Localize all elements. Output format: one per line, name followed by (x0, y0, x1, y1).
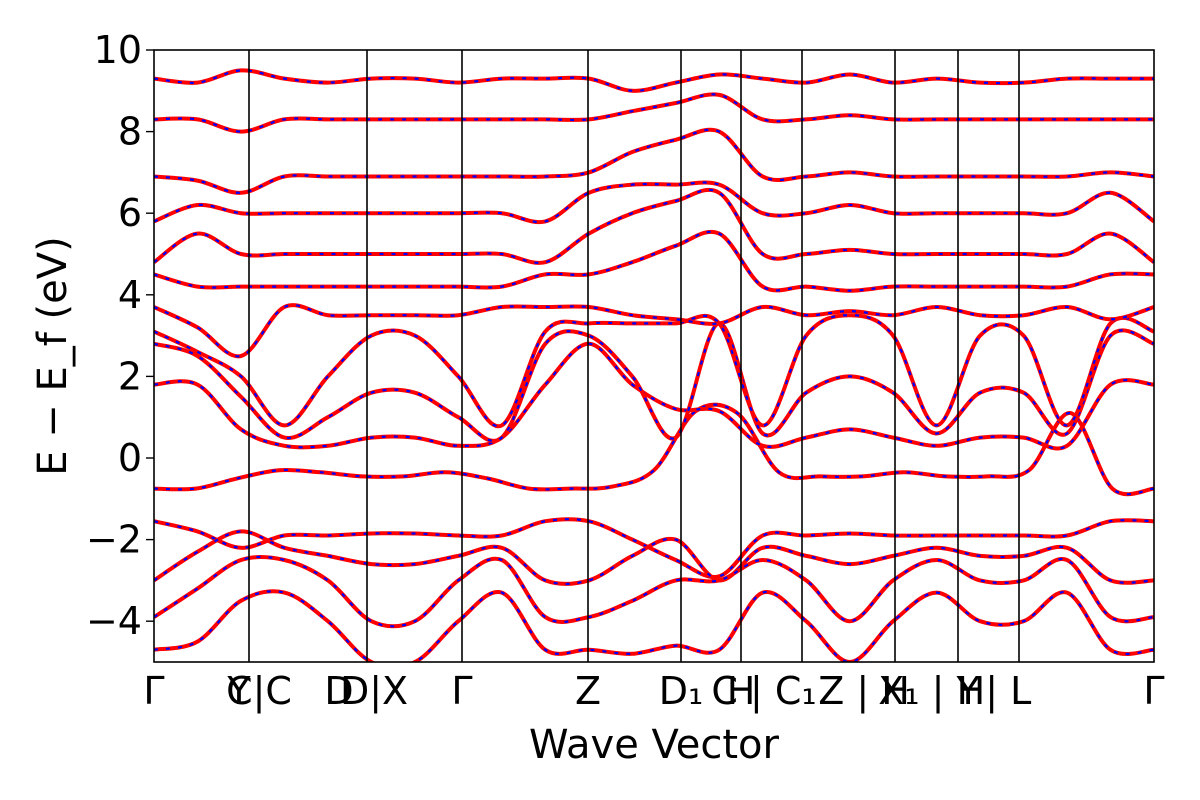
band-dashed-0 (154, 403, 1154, 496)
x-tick-label: Y (226, 669, 251, 713)
y-tick-label: −2 (86, 518, 142, 562)
x-tick-label: Γ (451, 669, 472, 713)
x-axis-label: Wave Vector (529, 722, 780, 768)
band-dashed-9 (154, 93, 1154, 133)
kpoint-separator-lines (248, 50, 1020, 662)
y-tick-label: 0 (118, 436, 142, 480)
plot-frame (153, 49, 1155, 663)
band-solid-5 (154, 229, 1154, 293)
band-dashed-11 (154, 518, 1154, 579)
x-axis: Γ YC|C DD|X Γ Z D₁ HC | C₁ Z | HX₁ | YH| L Γ (143, 669, 1164, 714)
band-solid-7 (154, 180, 1154, 225)
x-tick-label: H| L (957, 669, 1032, 714)
band-dashed-2 (154, 322, 1154, 442)
x-tick-label: D₁ (659, 669, 704, 713)
band-dashed-5 (154, 230, 1154, 292)
band-solid-8 (154, 127, 1154, 195)
band-dashed-3 (154, 314, 1154, 428)
y-tick-label: 4 (118, 273, 142, 317)
y-axis-label: E − E_f (eV) (30, 236, 76, 475)
band-dashed-1 (154, 342, 1154, 450)
x-tick-label: C | C₁ (711, 669, 816, 714)
band-solid-6 (154, 187, 1154, 265)
band-dashed-14 (154, 590, 1154, 662)
band-solid-12 (154, 529, 1154, 586)
band-dashed-7 (154, 181, 1154, 224)
x-tick-label: D (324, 669, 353, 713)
band-solid-3 (154, 313, 1154, 429)
band-solid-4 (154, 303, 1154, 359)
y-tick-label: 10 (94, 28, 142, 72)
x-tick-label: Γ (143, 669, 164, 713)
x-tick-label: Γ (1143, 669, 1164, 713)
band-solid-2 (154, 321, 1154, 443)
band-dashed-4 (154, 304, 1154, 358)
bands-layer (154, 68, 1154, 662)
x-tick-label: D|X (340, 669, 408, 714)
y-axis: −4 −2 0 2 4 6 8 10 (86, 28, 154, 643)
x-tick-label: H (727, 669, 756, 713)
x-tick-label: C|C (226, 669, 292, 714)
band-solid-9 (154, 92, 1154, 134)
band-dashed-12 (154, 530, 1154, 586)
y-tick-label: 6 (118, 191, 142, 235)
y-tick-label: 2 (118, 354, 142, 398)
x-tick-label: X₁ | Y (878, 669, 980, 714)
band-dashed-10 (154, 69, 1154, 92)
band-solid-13 (154, 554, 1154, 629)
y-tick-label: −4 (86, 599, 142, 643)
x-tick-label: Z (575, 669, 601, 713)
y-tick-label: 8 (118, 110, 142, 154)
x-tick-label: Z | H (818, 669, 910, 714)
